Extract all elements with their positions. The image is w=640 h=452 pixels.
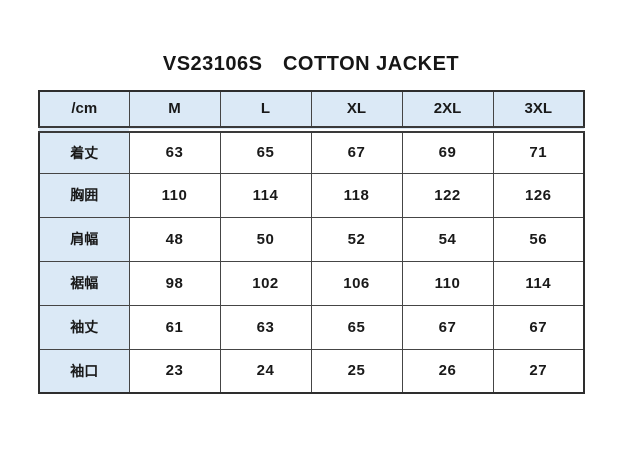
row-label: 袖口	[38, 348, 130, 394]
row-label: 胸囲	[38, 172, 130, 218]
table-row-shoulder: 肩幅 48 50 52 54 56	[38, 216, 585, 262]
table-cell: 67	[401, 304, 494, 350]
size-chart-content: VS23106S COTTON JACKET /cm M L XL 2XL 3X…	[38, 0, 585, 394]
table-cell: 56	[492, 216, 585, 262]
row-label: 裾幅	[38, 260, 130, 306]
column-header-2xl: 2XL	[401, 90, 494, 133]
table-row-body-length: 着丈 63 65 67 69 71	[38, 128, 585, 174]
table-cell: 67	[310, 128, 403, 174]
table-cell: 48	[128, 216, 221, 262]
table-cell: 71	[492, 128, 585, 174]
table-cell: 54	[401, 216, 494, 262]
table-cell: 25	[310, 348, 403, 394]
row-label: 肩幅	[38, 216, 130, 262]
table-cell: 110	[128, 172, 221, 218]
table-cell: 106	[310, 260, 403, 306]
row-label: 着丈	[38, 128, 130, 174]
table-cell: 26	[401, 348, 494, 394]
table-cell: 63	[219, 304, 312, 350]
table-cell: 23	[128, 348, 221, 394]
row-label: 袖丈	[38, 304, 130, 350]
table-row-chest: 胸囲 110 114 118 122 126	[38, 172, 585, 218]
table-cell: 114	[492, 260, 585, 306]
table-cell: 98	[128, 260, 221, 306]
table-cell: 65	[219, 128, 312, 174]
table-cell: 52	[310, 216, 403, 262]
page-title: VS23106S COTTON JACKET	[162, 53, 460, 75]
column-header-l: L	[219, 90, 312, 133]
table-cell: 63	[128, 128, 221, 174]
column-header-m: M	[128, 90, 221, 133]
table-cell: 122	[401, 172, 494, 218]
table-cell: 69	[401, 128, 494, 174]
table-cell: 61	[128, 304, 221, 350]
table-row-sleeve-length: 袖丈 61 63 65 67 67	[38, 304, 585, 350]
table-cell: 67	[492, 304, 585, 350]
table-row-cuff: 袖口 23 24 25 26 27	[38, 348, 585, 394]
unit-header-cell: /cm	[38, 90, 130, 133]
table-row-hem-width: 裾幅 98 102 106 110 114	[38, 260, 585, 306]
size-chart-table: /cm M L XL 2XL 3XL 着丈 63 65 67 69 71	[38, 90, 585, 394]
table-cell: 110	[401, 260, 494, 306]
table-cell: 65	[310, 304, 403, 350]
column-header-xl: XL	[310, 90, 403, 133]
table-cell: 50	[219, 216, 312, 262]
table-cell: 24	[219, 348, 312, 394]
table-cell: 114	[219, 172, 312, 218]
table-cell: 126	[492, 172, 585, 218]
table-cell: 102	[219, 260, 312, 306]
table-cell: 27	[492, 348, 585, 394]
table-header-row: /cm M L XL 2XL 3XL	[38, 90, 585, 133]
column-header-3xl: 3XL	[492, 90, 585, 133]
table-cell: 118	[310, 172, 403, 218]
